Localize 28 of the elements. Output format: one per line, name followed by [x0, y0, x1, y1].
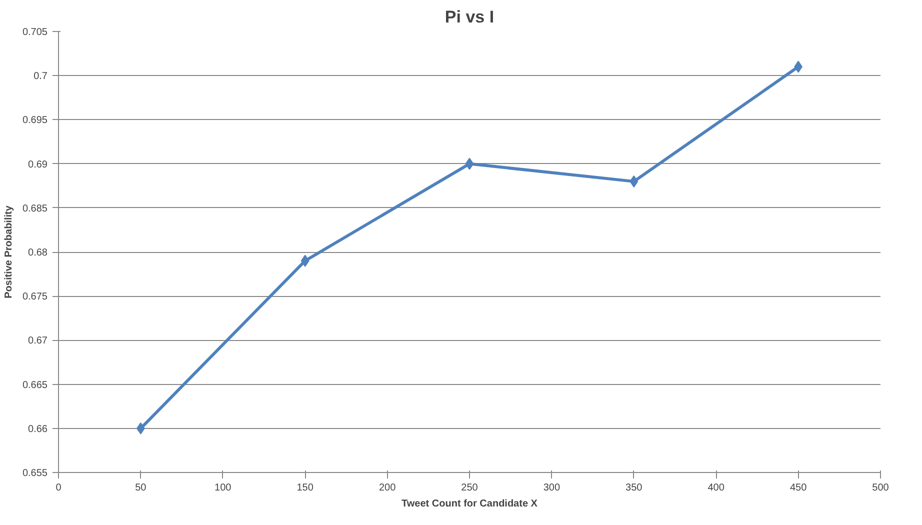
y-tick-label: 0.66	[28, 424, 48, 435]
y-tick-label: 0.685	[22, 203, 48, 214]
x-tick-label: 200	[378, 482, 396, 494]
x-tick-label: 300	[543, 482, 560, 494]
x-tick-label: 0	[56, 482, 62, 494]
x-tick-label: 100	[214, 482, 232, 494]
point	[630, 175, 638, 188]
point	[300, 254, 310, 267]
x-tick-label: 350	[626, 482, 643, 494]
x-tick-label: 50	[135, 482, 147, 494]
y-tick-label: 0.7	[34, 71, 48, 82]
y-tick-label: 0.67	[28, 336, 48, 347]
x-tick-label: 500	[872, 482, 890, 494]
point	[465, 158, 474, 170]
x-tick-label: 150	[296, 482, 314, 494]
x-tick-label: 450	[790, 482, 808, 494]
x-tick-label: 400	[708, 482, 725, 494]
y-tick-label: 0.695	[22, 115, 48, 126]
chart-title: Pi vs I	[444, 8, 494, 26]
y-tick-label: 0.675	[22, 292, 48, 303]
y-axis-title: Positive Probability	[3, 205, 14, 298]
x-axis-title: Tweet Count for Candidate X	[402, 498, 538, 510]
y-tick-label: 0.68	[28, 248, 48, 258]
y-tick-label: 0.665	[22, 380, 48, 391]
y-tick-label: 0.705	[22, 27, 48, 38]
y-tick-label: 0.69	[28, 159, 48, 170]
y-tick-label: 0.655	[22, 468, 48, 479]
x-tick-label: 250	[461, 482, 478, 494]
